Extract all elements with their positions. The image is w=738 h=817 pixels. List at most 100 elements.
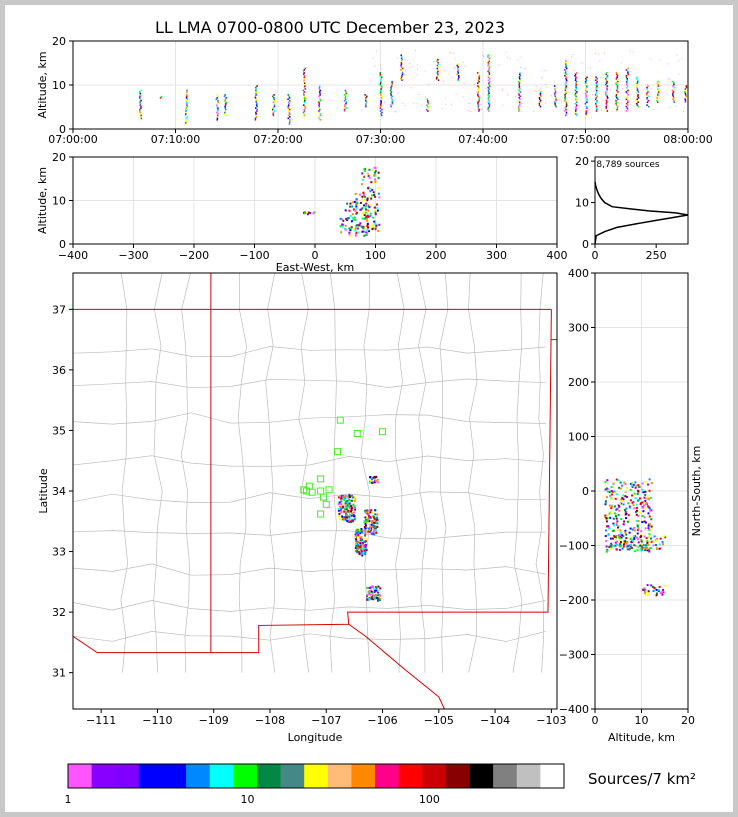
source-point [647,99,650,102]
density-cell [373,596,376,599]
source-point [216,114,219,117]
density-cell [375,224,378,227]
density-cell [627,520,630,523]
sparse-source-point [433,61,435,63]
density-cell [371,223,374,226]
density-cell [348,520,351,523]
density-cell [356,548,359,551]
density-cell [353,515,356,518]
density-cell [309,211,312,214]
source-burst [184,89,189,125]
density-cell [633,536,636,539]
density-cell [366,222,369,225]
density-cell [636,525,639,528]
source-point [627,101,629,103]
source-point [303,114,305,117]
density-cell [365,217,368,220]
sparse-source-point [425,96,427,98]
source-point [437,63,440,65]
colorbar-swatch [493,764,518,788]
source-burst [671,80,675,103]
density-cell [606,479,609,482]
source-point [636,83,638,86]
source-point [303,76,306,79]
density-cell [362,549,365,552]
lma-station-marker [325,486,333,494]
source-point [185,119,187,121]
sparse-source-point [424,70,426,72]
density-cell [340,218,343,221]
source-point [488,60,491,62]
density-cell [348,231,351,234]
density-cell [340,500,343,503]
source-point [565,85,568,87]
density-cell [632,483,635,486]
density-cell [625,537,628,540]
density-cell [369,190,372,193]
source-point [606,97,609,99]
density-cell [642,588,645,591]
density-cell [630,545,633,548]
source-point [478,73,480,76]
source-point [379,72,382,74]
source-point [400,55,403,58]
source-point [637,94,639,96]
source-point [365,102,367,105]
source-point [185,108,187,111]
density-cell [351,213,354,216]
source-point [488,72,491,74]
density-cell [605,517,608,520]
sparse-source-point [409,62,411,64]
source-point [272,113,274,115]
source-point [616,88,619,90]
source-point [554,88,556,90]
source-point [595,92,597,95]
density-cell [364,527,367,530]
density-cell [367,174,370,177]
source-point [303,86,306,89]
sparse-source-point [659,59,661,61]
density-cell [648,536,651,539]
density-cell [368,515,371,518]
county-line [73,412,546,425]
source-point [225,108,227,111]
density-cell [364,207,367,210]
density-cell [609,494,612,497]
source-point [488,92,490,95]
density-cell [370,509,373,512]
source-point [518,83,520,86]
source-point [606,88,608,90]
density-cell [605,529,608,532]
source-point [391,98,393,101]
density-cell [608,512,611,515]
source-point [255,114,257,117]
source-point [216,105,218,108]
source-cluster [604,478,653,553]
density-cell [375,587,378,590]
density-cell [629,499,632,502]
sparse-source-point [369,80,371,82]
density-cell [346,495,349,498]
density-cell [359,208,362,211]
source-burst [343,89,348,112]
source-point [487,101,489,103]
source-point [575,99,577,102]
sparse-source-point [462,96,464,98]
source-point [400,57,403,59]
density-cell [345,217,348,220]
density-cell [362,210,365,213]
source-point [487,107,490,109]
density-cell [365,205,368,208]
sparse-source-point [673,90,675,92]
density-cell [628,544,631,547]
density-cell [367,527,370,530]
density-cell [615,493,618,496]
source-point [625,91,628,93]
density-cell [623,481,626,484]
density-cell [647,498,650,501]
density-cell [619,529,622,532]
source-point [457,69,459,71]
source-point [636,98,639,101]
source-point [390,92,392,95]
source-point [255,92,257,95]
